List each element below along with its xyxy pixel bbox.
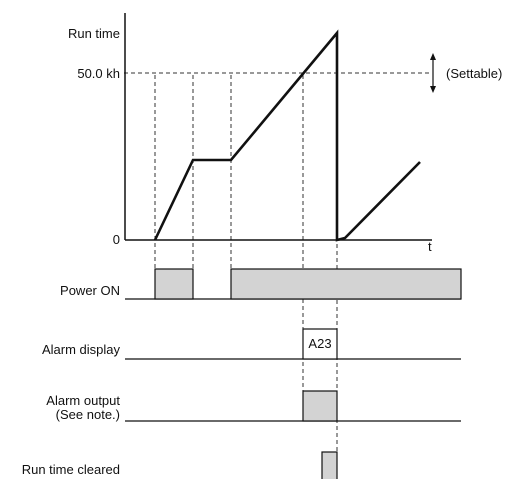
threshold-label: 50.0 kh — [77, 66, 120, 81]
alarm-display-label: Alarm display — [42, 342, 121, 357]
y-axis-label: Run time — [68, 26, 120, 41]
alarm-display-pulse — [302, 328, 338, 360]
run-time-cleared-pulse — [321, 451, 338, 479]
settable-arrow-down-icon — [430, 86, 436, 93]
x-axis-label: t — [428, 239, 432, 254]
run-time-curve — [153, 29, 421, 242]
alarm-output-pulse — [302, 390, 338, 422]
power-on-pulse-2 — [230, 268, 462, 300]
origin-label: 0 — [113, 232, 120, 247]
settable-label: (Settable) — [446, 66, 502, 81]
settable-arrow-up-icon — [430, 53, 436, 60]
power-on-label: Power ON — [60, 283, 120, 298]
alarm-code-label: A23 — [308, 336, 331, 351]
alarm-output-label: Alarm output — [46, 393, 120, 408]
run-time-cleared-label: Run time cleared — [22, 462, 120, 477]
power-on-pulse-1 — [154, 268, 194, 300]
alarm-output-note: (See note.) — [56, 407, 120, 422]
